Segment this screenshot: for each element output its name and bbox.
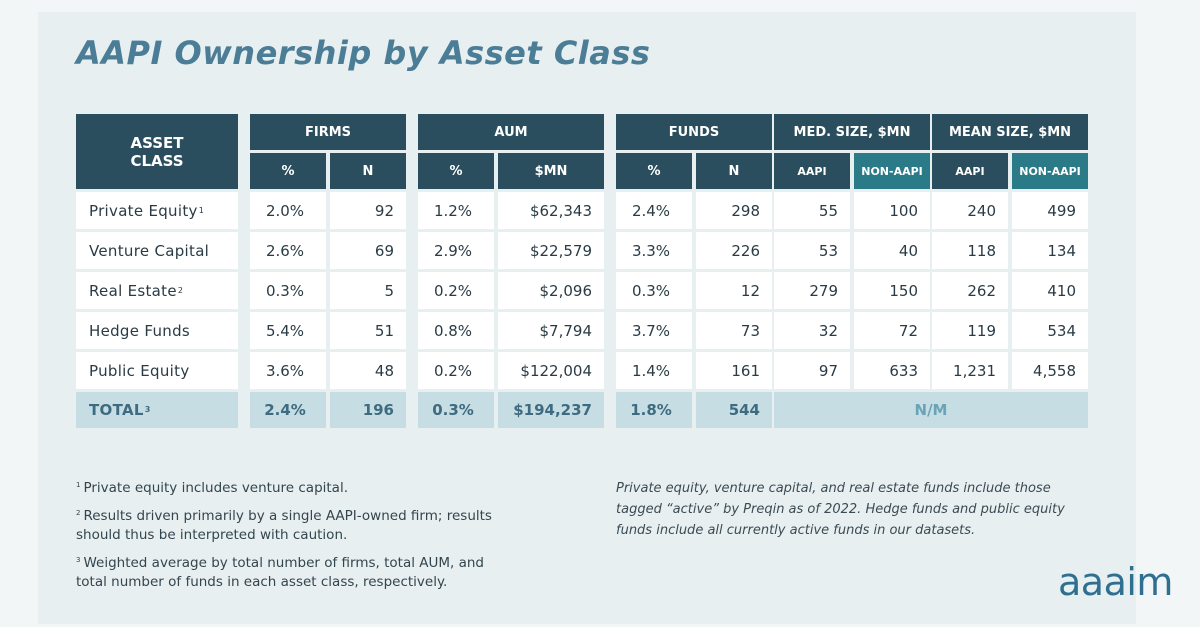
table-cell: 3.3% bbox=[616, 232, 692, 269]
total-cell: $194,237 bbox=[498, 392, 604, 428]
footnote-text: Weighted average by total number of firm… bbox=[76, 555, 485, 590]
table-cell: 0.2% bbox=[418, 272, 494, 309]
table-cell: 3.7% bbox=[616, 312, 692, 349]
table-cell: $22,579 bbox=[498, 232, 604, 269]
footnote-3: 3 Weighted average by total number of fir… bbox=[76, 554, 506, 592]
table-cell: 2.6% bbox=[250, 232, 326, 269]
table-cell: 410 bbox=[1012, 272, 1088, 309]
table-cell: 118 bbox=[932, 232, 1008, 269]
funds-n-header: N bbox=[696, 153, 772, 189]
aum-mn-header: $MN bbox=[498, 153, 604, 189]
total-cell: 196 bbox=[330, 392, 406, 428]
footnote-1: 1 Private equity includes venture capital… bbox=[76, 479, 506, 498]
table-cell: 150 bbox=[854, 272, 930, 309]
total-cell: 544 bbox=[696, 392, 772, 428]
table-cell: 55 bbox=[774, 192, 850, 229]
data-note: Private equity, venture capital, and rea… bbox=[616, 481, 1065, 538]
total-label-text: TOTAL bbox=[89, 401, 144, 419]
funds-pct-header: % bbox=[616, 153, 692, 189]
mean-non-aapi-header: NON-AAPI bbox=[1012, 153, 1088, 189]
firms-header: FIRMS bbox=[250, 114, 406, 150]
aaaim-logo: aaaim bbox=[1058, 560, 1173, 604]
footnote-text: Results driven primarily by a single AAP… bbox=[76, 508, 492, 543]
table-cell: 134 bbox=[1012, 232, 1088, 269]
footnote-2: 2 Results driven primarily by a single AA… bbox=[76, 507, 506, 545]
table-cell: 534 bbox=[1012, 312, 1088, 349]
table-cell: 499 bbox=[1012, 192, 1088, 229]
table-cell: 12 bbox=[696, 272, 772, 309]
table-cell: 0.2% bbox=[418, 352, 494, 389]
table-cell: 0.8% bbox=[418, 312, 494, 349]
asset-class-label: Public Equity bbox=[76, 352, 238, 389]
funds-header: FUNDS bbox=[616, 114, 772, 150]
asset-class-name: Hedge Funds bbox=[89, 321, 191, 340]
footnote-mark: 3 bbox=[76, 555, 81, 564]
asset-class-label: Private Equity 1 bbox=[76, 192, 238, 229]
table-cell: 0.3% bbox=[616, 272, 692, 309]
table-cell: 72 bbox=[854, 312, 930, 349]
table-cell: 2.0% bbox=[250, 192, 326, 229]
table-cell: $2,096 bbox=[498, 272, 604, 309]
table-cell: 1.2% bbox=[418, 192, 494, 229]
med-non-aapi-header: NON-AAPI bbox=[854, 153, 930, 189]
table-cell: 53 bbox=[774, 232, 850, 269]
page-title: AAPI Ownership by Asset Class bbox=[76, 34, 651, 72]
asset-class-name: Private Equity bbox=[89, 201, 198, 220]
asset-class-name: Real Estate bbox=[89, 281, 177, 300]
table-cell: 1,231 bbox=[932, 352, 1008, 389]
table-cell: 279 bbox=[774, 272, 850, 309]
asset-class-name: Venture Capital bbox=[89, 241, 210, 260]
table-cell: $122,004 bbox=[498, 352, 604, 389]
table-cell: 3.6% bbox=[250, 352, 326, 389]
aum-pct-header: % bbox=[418, 153, 494, 189]
table-cell: 92 bbox=[330, 192, 406, 229]
mean-aapi-header: AAPI bbox=[932, 153, 1008, 189]
table-cell: 100 bbox=[854, 192, 930, 229]
total-cell: 0.3% bbox=[418, 392, 494, 428]
asset-class-label: Real Estate 2 bbox=[76, 272, 238, 309]
table-cell: 298 bbox=[696, 192, 772, 229]
table-cell: 2.4% bbox=[616, 192, 692, 229]
table-cell: 0.3% bbox=[250, 272, 326, 309]
table-cell: 240 bbox=[932, 192, 1008, 229]
footnote-mark: 2 bbox=[76, 508, 81, 517]
firms-n-header: N bbox=[330, 153, 406, 189]
total-cell: 1.8% bbox=[616, 392, 692, 428]
total-size-not-meaningful: N/M bbox=[774, 392, 1088, 428]
asset-class-name: Public Equity bbox=[89, 361, 190, 380]
table-cell: 119 bbox=[932, 312, 1008, 349]
table-cell: 5 bbox=[330, 272, 406, 309]
med-size-header: MED. SIZE, $MN bbox=[774, 114, 930, 150]
mean-size-header: MEAN SIZE, $MN bbox=[932, 114, 1088, 150]
table-cell: 97 bbox=[774, 352, 850, 389]
table-cell: 633 bbox=[854, 352, 930, 389]
firms-pct-header: % bbox=[250, 153, 326, 189]
table-cell: 51 bbox=[330, 312, 406, 349]
table-cell: 226 bbox=[696, 232, 772, 269]
total-cell: 2.4% bbox=[250, 392, 326, 428]
table-cell: 40 bbox=[854, 232, 930, 269]
table-cell: 73 bbox=[696, 312, 772, 349]
table-cell: $7,794 bbox=[498, 312, 604, 349]
table-cell: 69 bbox=[330, 232, 406, 269]
asset-class-header: ASSET CLASS bbox=[76, 114, 238, 189]
table-cell: 4,558 bbox=[1012, 352, 1088, 389]
med-aapi-header: AAPI bbox=[774, 153, 850, 189]
table-cell: 48 bbox=[330, 352, 406, 389]
footnote-mark: 1 bbox=[76, 480, 81, 489]
total-label: TOTAL 3 bbox=[76, 392, 238, 428]
table-cell: $62,343 bbox=[498, 192, 604, 229]
aum-header: AUM bbox=[418, 114, 604, 150]
table-cell: 262 bbox=[932, 272, 1008, 309]
asset-class-label: Hedge Funds bbox=[76, 312, 238, 349]
table-cell: 32 bbox=[774, 312, 850, 349]
table-cell: 5.4% bbox=[250, 312, 326, 349]
table-cell: 1.4% bbox=[616, 352, 692, 389]
footnote-text: Private equity includes venture capital. bbox=[83, 480, 348, 496]
asset-class-label: Venture Capital bbox=[76, 232, 238, 269]
table-cell: 2.9% bbox=[418, 232, 494, 269]
table-cell: 161 bbox=[696, 352, 772, 389]
